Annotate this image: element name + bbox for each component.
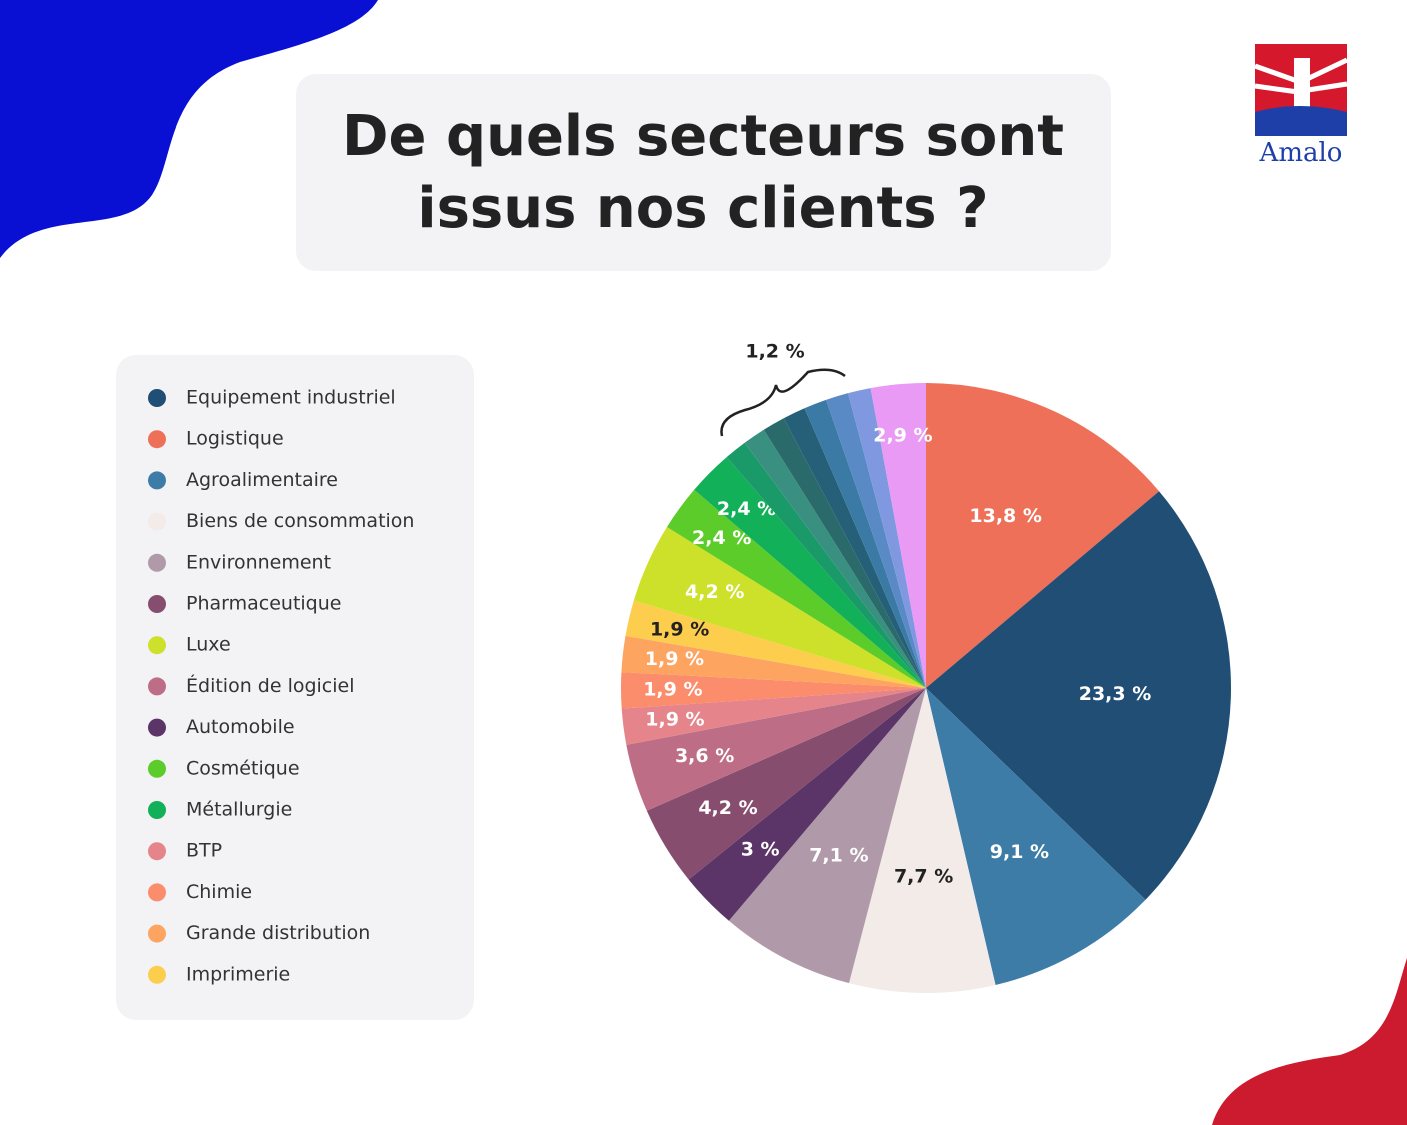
- pie-slice: [783, 408, 926, 688]
- logo-tower: [1294, 58, 1310, 108]
- legend-swatch: [148, 389, 166, 407]
- legend-swatch: [148, 677, 166, 696]
- legend-box: [116, 355, 474, 1020]
- data-label: 1,9 %: [645, 709, 704, 731]
- data-label: 13,8 %: [969, 505, 1042, 527]
- legend-swatch: [148, 801, 166, 819]
- legend-label: BTP: [186, 840, 222, 862]
- pie-slice: [688, 688, 926, 921]
- legend-label: Environnement: [186, 551, 331, 573]
- legend-label: Logistique: [186, 428, 284, 450]
- pie: 13,8 % 23,3 % 9,1 % 7,7 % 7,1 % 3 % 4,2 % 3,6 %…: [621, 383, 1232, 993]
- legend-label: Equipement industriel: [186, 387, 396, 409]
- data-label: 2,4 %: [717, 498, 776, 520]
- data-label: 1,9 %: [643, 678, 702, 700]
- pie-slice: [926, 383, 1160, 688]
- legend-label: Métallurgie: [186, 799, 292, 821]
- legend-swatch: [148, 595, 166, 613]
- pie-slice: [804, 399, 926, 688]
- title-box: [296, 74, 1111, 271]
- legend-label: Biens de consommation: [186, 510, 414, 532]
- annotation-brace: [720, 368, 846, 437]
- legend-swatch: [148, 636, 166, 655]
- annotation: 1,2 %: [745, 341, 804, 363]
- pie-slice: [621, 635, 926, 688]
- decor-blob: [1212, 958, 1407, 1125]
- legend-label: Chimie: [186, 881, 252, 903]
- legend-swatch: [148, 924, 166, 943]
- legend-swatch: [148, 430, 166, 449]
- pie-slice: [826, 393, 926, 688]
- pie-slice: [621, 672, 926, 709]
- pie-slice: [625, 600, 926, 688]
- pie-slice: [666, 489, 926, 688]
- legend-label: Imprimerie: [186, 963, 290, 985]
- data-label: 3 %: [741, 838, 780, 860]
- data-label: 2,9 %: [873, 424, 932, 446]
- pie-slice: [763, 418, 926, 688]
- pie-slice: [926, 491, 1232, 900]
- legend-swatch: [148, 759, 166, 778]
- data-label: 7,1 %: [809, 844, 868, 866]
- pie-slice: [870, 383, 926, 688]
- pie-slice: [633, 526, 926, 688]
- data-label: 9,1 %: [990, 841, 1049, 863]
- data-label: 3,6 %: [675, 745, 734, 767]
- legend-swatch: [148, 965, 166, 984]
- pie-slice: [744, 429, 926, 688]
- legend-label: Pharmaceutique: [186, 593, 341, 615]
- pie-slice: [926, 688, 1146, 985]
- logo-rays: [1254, 57, 1349, 95]
- legend-swatch: [148, 718, 166, 737]
- legend: Equipement industriel Logistique Agroalime…: [148, 387, 414, 985]
- legend-swatch: [148, 842, 166, 861]
- data-label: 1,9 %: [645, 648, 704, 670]
- pie-slice: [728, 688, 926, 984]
- legend-label: Grande distribution: [186, 922, 370, 944]
- legend-swatch: [148, 471, 166, 490]
- logo: Amalo: [1254, 44, 1349, 168]
- data-label: 2,4 %: [692, 527, 751, 549]
- legend-label: Agroalimentaire: [186, 469, 338, 491]
- pie-slice: [626, 688, 926, 811]
- pie-slice: [848, 688, 996, 993]
- pie-slice: [848, 388, 926, 688]
- logo-wave: [1255, 106, 1347, 136]
- data-label: 4,2 %: [698, 797, 757, 819]
- legend-swatch: [148, 553, 166, 572]
- data-label: 1,9 %: [650, 618, 709, 640]
- pie-slice: [621, 688, 926, 745]
- legend-label: Luxe: [186, 634, 231, 656]
- pie-slice: [726, 442, 926, 688]
- data-label: 4,2 %: [685, 581, 744, 603]
- title-line: issus nos clients ?: [417, 176, 988, 241]
- chart-title: De quels secteurs sont issus nos clients …: [342, 104, 1064, 241]
- legend-label: Automobile: [186, 716, 295, 738]
- legend-label: Édition de logiciel: [186, 674, 355, 697]
- pie-slice: [694, 457, 926, 688]
- legend-swatch: [148, 883, 166, 902]
- data-label: 23,3 %: [1079, 683, 1152, 705]
- legend-label: Cosmétique: [186, 757, 300, 779]
- decor-blob: [0, 0, 378, 258]
- logo-text: Amalo: [1259, 138, 1343, 168]
- legend-swatch: [148, 512, 166, 531]
- pie-slice: [646, 688, 926, 880]
- data-label: 7,7 %: [894, 866, 953, 888]
- title-line: De quels secteurs sont: [342, 104, 1064, 169]
